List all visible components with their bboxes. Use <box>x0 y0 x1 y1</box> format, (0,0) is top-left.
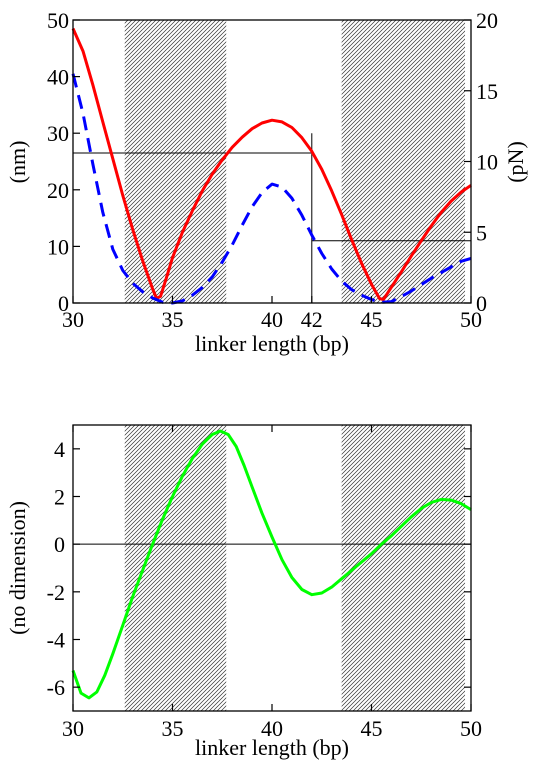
top-y-axis-label-right: (pN) <box>503 141 528 183</box>
top-series-line-force-pN <box>71 73 472 305</box>
top-x-tick-label: 35 <box>162 307 184 332</box>
top-series-line-length-nm <box>71 27 472 302</box>
bottom-y-axis-label: (no dimension) <box>5 501 30 635</box>
top-y-axis-label-left: (nm) <box>5 141 30 184</box>
bottom-x-axis-label: linker length (bp) <box>195 735 349 760</box>
bottom-y-tick-label: -6 <box>47 675 65 700</box>
bottom-shaded-region-1 <box>341 425 466 711</box>
bottom-y-tick-label: 4 <box>54 437 65 462</box>
top-y-tick-label-left: 40 <box>47 65 69 90</box>
top-x-tick-label: 30 <box>62 307 84 332</box>
bottom-ticks: 30 35 40 45 50 -6 -4 -2 0 2 4 <box>47 425 482 741</box>
bottom-y-tick-label: -2 <box>47 580 65 605</box>
bottom-y-tick-label: 0 <box>54 532 65 557</box>
top-shaded-region-1 <box>341 20 466 303</box>
top-shaded-region-0 <box>124 20 227 303</box>
top-y-tick-label-right: 5 <box>476 220 487 245</box>
bottom-x-tick-label: 40 <box>261 716 283 741</box>
top-x-axis-label: linker length (bp) <box>195 331 349 356</box>
bottom-shaded-region-0 <box>124 425 227 711</box>
top-y-tick-label-right: 0 <box>476 291 487 316</box>
top-y-tick-label-right: 10 <box>476 150 498 175</box>
top-shaded-regions <box>124 20 466 303</box>
bottom-series-line-0 <box>71 429 472 700</box>
top-y-tick-label-left: 10 <box>47 234 69 259</box>
top-series <box>71 27 472 305</box>
top-x-tick-label: 50 <box>460 307 482 332</box>
bottom-shaded-regions <box>124 425 466 711</box>
bottom-x-tick-label: 35 <box>162 716 184 741</box>
top-y-tick-label-right: 20 <box>476 8 498 33</box>
bottom-x-tick-label: 50 <box>460 716 482 741</box>
top-x-tick-label: 40 <box>261 307 283 332</box>
bottom-x-tick-label: 45 <box>361 716 383 741</box>
bottom-chart: 30 35 40 45 50 -6 -4 -2 0 2 4 (no dimension) linke… <box>5 424 482 760</box>
bottom-y-tick-label: 2 <box>54 485 65 510</box>
top-y-tick-label-left: 0 <box>58 291 69 316</box>
top-x-tick-label: 42 <box>301 307 323 332</box>
top-y-tick-label-left: 30 <box>47 121 69 146</box>
top-y-tick-label-left: 50 <box>47 8 69 33</box>
top-y-tick-label-left: 20 <box>47 178 69 203</box>
top-x-tick-label: 45 <box>361 307 383 332</box>
bottom-y-tick-label: -4 <box>47 628 65 653</box>
bottom-x-tick-label: 30 <box>62 716 84 741</box>
top-y-tick-label-right: 15 <box>476 79 498 104</box>
bottom-series <box>71 429 472 700</box>
